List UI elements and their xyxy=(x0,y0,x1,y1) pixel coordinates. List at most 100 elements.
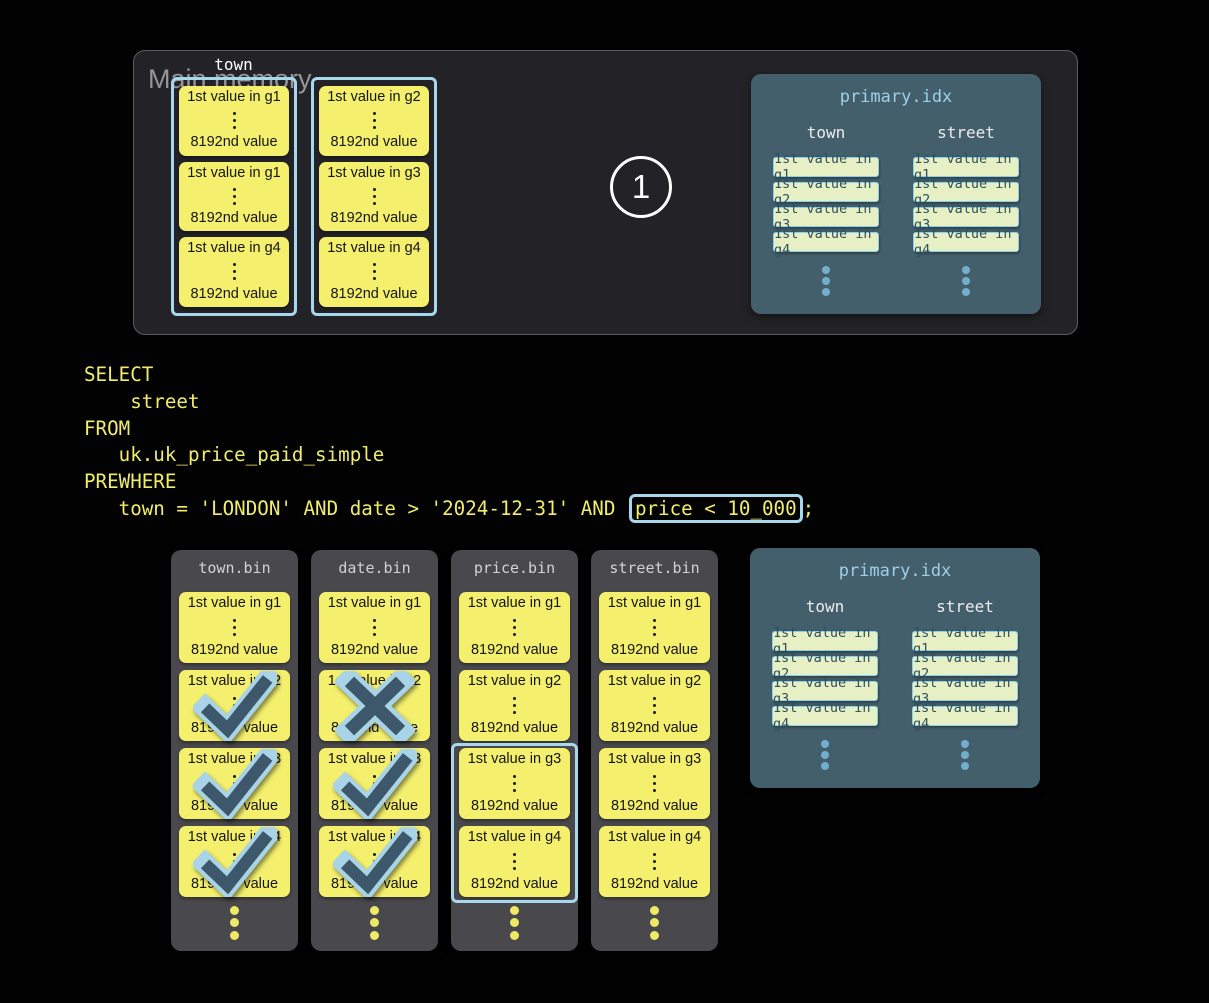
ellipsis-icon xyxy=(961,738,969,771)
idx-entry: 1st value in g2 xyxy=(912,650,1018,682)
check-icon xyxy=(332,826,417,897)
granule-block: 1st value in g1 8192nd value xyxy=(459,592,570,663)
memory-column-label-town: town xyxy=(214,55,253,74)
step-1-badge: 1 xyxy=(610,156,672,218)
check-icon xyxy=(192,670,277,741)
ellipsis-icon xyxy=(232,263,236,281)
bin-column-town: town.bin 1st value in g1 8192nd value 1s… xyxy=(171,550,298,951)
idx-entry: 1st value in g1 xyxy=(773,151,879,183)
granule-last-value: 8192nd value xyxy=(470,875,559,892)
granule-block: 1st value in g4 8192nd value xyxy=(599,826,710,897)
granule-last-value: 8192nd value xyxy=(330,134,418,151)
granule-block: 1st value in g4 8192nd value xyxy=(179,826,290,897)
ellipsis-icon xyxy=(232,111,236,129)
granule-first-value: 1st value in g4 xyxy=(607,829,702,845)
bin-column-price: price.bin 1st value in g1 8192nd value 1… xyxy=(451,550,578,951)
granule-first-value: 1st value in g1 xyxy=(467,595,562,611)
primary-idx-title: primary.idx xyxy=(838,561,952,581)
ellipsis-icon xyxy=(653,618,656,636)
granule-block: 1st value in g3 8192nd value xyxy=(319,161,429,232)
granule-first-value: 1st value in g3 xyxy=(607,751,702,767)
granule-last-value: 8192nd value xyxy=(610,641,699,658)
granule-last-value: 8192nd value xyxy=(330,285,418,302)
ellipsis-icon xyxy=(372,111,376,129)
primary-idx-title: primary.idx xyxy=(839,87,953,107)
idx-entry: 1st value in g3 xyxy=(772,675,878,707)
granule-block: 1st value in g2 8192nd value xyxy=(319,670,430,741)
ellipsis-icon xyxy=(653,696,656,714)
granule-first-value: 1st value in g2 xyxy=(467,673,562,689)
idx-entry: 1st value in g1 xyxy=(912,625,1018,657)
idx-entry: 1st value in g1 xyxy=(772,625,878,657)
sql-highlight-price-predicate: price < 10_000 xyxy=(628,493,803,523)
idx-entry: 1st value in g4 xyxy=(773,226,879,258)
granule-block: 1st value in g1 8192nd value xyxy=(179,86,289,156)
granule-block: 1st value in g3 8192nd value xyxy=(179,748,290,819)
granule-first-value: 1st value in g1 xyxy=(327,595,422,611)
granule-first-value: 1st value in g3 xyxy=(327,164,421,181)
granule-last-value: 8192nd value xyxy=(330,210,418,227)
idx-entry: 1st value in g4 xyxy=(912,700,1018,732)
granule-first-value: 1st value in g1 xyxy=(187,89,281,105)
granule-last-value: 8192nd value xyxy=(610,875,699,892)
granule-last-value: 8192nd value xyxy=(610,797,699,814)
idx-column-town: town 1st value in g1 1st value in g2 1st… xyxy=(773,123,879,297)
idx-column-street: street 1st value in g1 1st value in g2 1… xyxy=(913,123,1019,297)
granule-block: 1st value in g2 8192nd value xyxy=(179,670,290,741)
bin-title: date.bin xyxy=(338,559,411,577)
granule-block: 1st value in g1 8192nd value xyxy=(179,592,290,663)
ellipsis-icon xyxy=(653,774,656,792)
ellipsis-icon xyxy=(311,904,438,942)
idx-entry: 1st value in g2 xyxy=(913,176,1019,208)
idx-entry: 1st value in g2 xyxy=(773,176,879,208)
ellipsis-icon xyxy=(513,618,516,636)
granule-last-value: 8192nd value xyxy=(470,719,559,736)
main-memory-panel: Main memory town 1st value in g1 8192nd … xyxy=(133,50,1078,335)
granule-block: 1st value in g1 8192nd value xyxy=(179,161,289,232)
granule-last-value: 8192nd value xyxy=(470,641,559,658)
granule-block: 1st value in g1 8192nd value xyxy=(599,592,710,663)
granule-first-value: 1st value in g4 xyxy=(187,240,281,257)
granule-block: 1st value in g4 8192nd value xyxy=(179,237,289,308)
idx-entry: 1st value in g1 xyxy=(913,151,1019,183)
bin-column-date: date.bin 1st value in g1 8192nd value 1s… xyxy=(311,550,438,951)
ellipsis-icon xyxy=(821,738,829,771)
granule-block: 1st value in g3 8192nd value xyxy=(599,748,710,819)
granule-block: 1st value in g2 8192nd value xyxy=(459,670,570,741)
primary-idx-panel-bottom: primary.idx town 1st value in g1 1st val… xyxy=(750,548,1040,788)
sql-query: SELECT street FROM uk.uk_price_paid_simp… xyxy=(84,362,814,523)
idx-entry: 1st value in g2 xyxy=(772,650,878,682)
idx-entry: 1st value in g3 xyxy=(773,201,879,233)
granule-block: 1st value in g2 8192nd value xyxy=(319,86,429,156)
granule-first-value: 1st value in g1 xyxy=(187,595,282,611)
granule-first-value: 1st value in g3 xyxy=(467,751,562,767)
ellipsis-icon xyxy=(232,187,236,205)
granule-last-value: 8192nd value xyxy=(190,285,278,302)
granule-first-value: 1st value in g2 xyxy=(327,89,421,105)
idx-column-street: street 1st value in g1 1st value in g2 1… xyxy=(912,597,1018,771)
idx-column-town: town 1st value in g1 1st value in g2 1st… xyxy=(772,597,878,771)
granule-block: 1st value in g2 8192nd value xyxy=(599,670,710,741)
granule-block: 1st value in g3 8192nd value xyxy=(319,748,430,819)
bin-title: price.bin xyxy=(473,559,556,577)
granule-block: 1st value in g1 8192nd value xyxy=(319,592,430,663)
granule-first-value: 1st value in g1 xyxy=(607,595,702,611)
ellipsis-icon xyxy=(962,264,970,297)
ellipsis-icon xyxy=(372,263,376,281)
idx-entry: 1st value in g4 xyxy=(772,700,878,732)
bin-title: town.bin xyxy=(198,559,271,577)
granule-block: 1st value in g4 8192nd value xyxy=(319,826,430,897)
granule-block: 1st value in g4 8192nd value xyxy=(319,237,429,308)
granule-last-value: 8192nd value xyxy=(330,641,419,658)
ellipsis-icon xyxy=(513,852,516,870)
check-icon xyxy=(192,826,277,897)
ellipsis-icon xyxy=(653,852,656,870)
memory-granule-column-2: 1st value in g2 8192nd value 1st value i… xyxy=(311,77,437,316)
memory-granule-column-1: 1st value in g1 8192nd value 1st value i… xyxy=(171,77,297,316)
granule-last-value: 8192nd value xyxy=(190,134,278,151)
ellipsis-icon xyxy=(373,618,376,636)
granule-first-value: 1st value in g4 xyxy=(327,240,421,257)
idx-entry: 1st value in g4 xyxy=(913,226,1019,258)
ellipsis-icon xyxy=(822,264,830,297)
ellipsis-icon xyxy=(171,904,298,942)
